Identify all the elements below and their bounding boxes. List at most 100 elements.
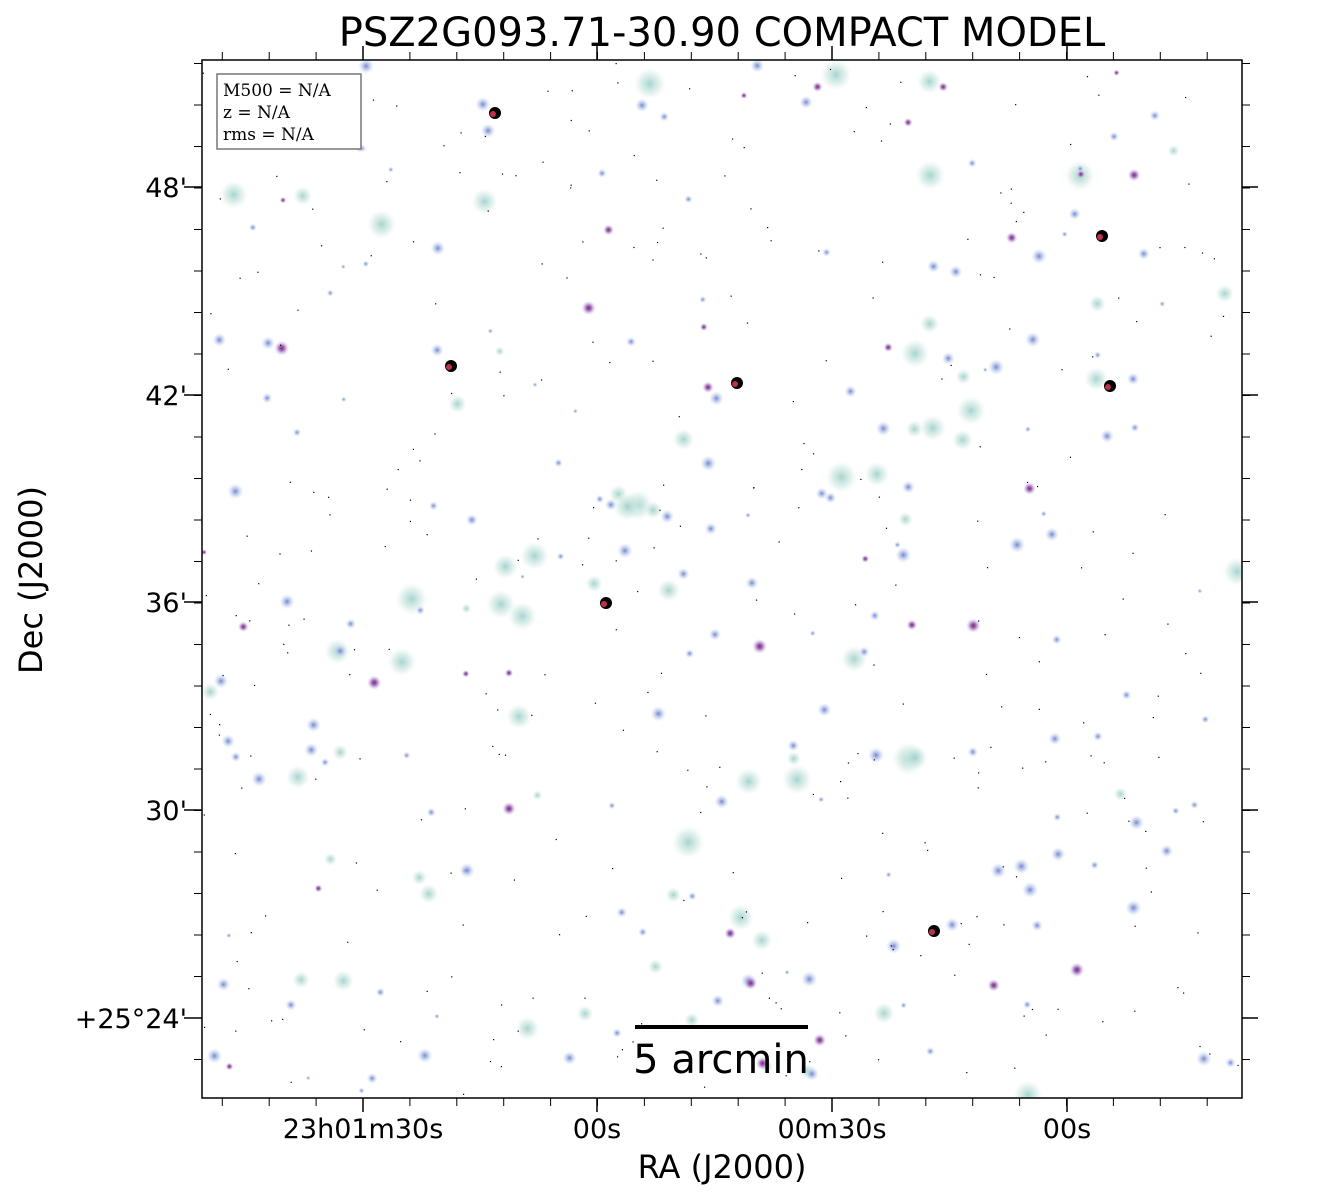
compact-source (869, 610, 881, 622)
x-tick-label: 00m30s (777, 1114, 886, 1145)
source-halo (656, 578, 681, 602)
noise-pixel (487, 210, 489, 212)
bright-core-source (279, 196, 287, 204)
noise-pixel (1102, 1021, 1104, 1023)
noise-pixel (924, 842, 926, 844)
noise-pixel (384, 545, 386, 548)
noise-pixel (719, 766, 721, 768)
noise-pixel (1145, 867, 1147, 869)
bright-core-source (461, 669, 470, 678)
noise-pixel (239, 277, 241, 279)
noise-pixel (877, 1059, 880, 1061)
noise-pixel (202, 72, 204, 74)
compact-source (480, 123, 496, 139)
noise-pixel (1201, 252, 1204, 254)
source-halo (900, 338, 930, 369)
noise-pixel (761, 972, 763, 974)
noise-pixel (1183, 992, 1185, 994)
noise-pixel (1128, 820, 1130, 822)
saturated-source-core (446, 364, 452, 370)
source-halo (332, 970, 355, 992)
noise-pixel (1122, 598, 1124, 600)
noise-pixel (370, 255, 372, 257)
noise-pixel (753, 487, 755, 489)
noise-pixel (882, 910, 884, 913)
noise-pixel (353, 649, 356, 651)
compact-source (1051, 634, 1062, 645)
bright-core-source (581, 300, 597, 316)
noise-pixel (866, 935, 868, 937)
compact-source (1130, 423, 1140, 433)
noise-pixel (889, 123, 891, 125)
noise-pixel (966, 1071, 968, 1074)
noise-pixel (1200, 672, 1202, 674)
noise-pixel (1213, 258, 1216, 260)
compact-source (1068, 207, 1081, 221)
source-halo (332, 744, 349, 761)
noise-pixel (1001, 706, 1003, 708)
compact-source (714, 794, 730, 810)
noise-pixel (544, 674, 546, 676)
bright-core-source (1022, 481, 1037, 496)
source-halo (387, 647, 417, 677)
noise-pixel (1104, 634, 1106, 636)
noise-pixel (349, 674, 351, 676)
noise-pixel (1132, 552, 1134, 554)
noise-pixel (689, 88, 691, 90)
noise-pixel (1003, 924, 1005, 926)
noise-pixel (950, 364, 952, 366)
noise-pixel (566, 277, 568, 279)
source-halo (820, 60, 852, 91)
compact-source (944, 917, 960, 933)
source-halo (202, 682, 220, 701)
noise-pixel (780, 1008, 782, 1010)
bright-core-source (744, 976, 758, 990)
compact-source (597, 168, 607, 179)
noise-pixel (426, 990, 428, 992)
bright-core-source (314, 884, 323, 893)
noise-pixel (979, 446, 981, 448)
source-halo (411, 869, 428, 886)
noise-pixel (303, 618, 305, 620)
noise-pixel (794, 75, 796, 77)
noise-pixel (386, 181, 388, 183)
saturated-source-core (929, 929, 935, 935)
noise-pixel (219, 198, 221, 200)
noise-pixel (241, 787, 243, 789)
compact-source (465, 513, 478, 526)
compact-source (1061, 230, 1068, 238)
noise-pixel (647, 691, 649, 694)
noise-pixel (609, 361, 611, 364)
compact-source (608, 801, 616, 810)
noise-pixel (633, 154, 635, 157)
compact-source (303, 742, 319, 758)
noise-pixel (537, 538, 539, 540)
noise-pixel (1118, 297, 1120, 299)
noise-pixel (1202, 821, 1205, 823)
compact-source (595, 494, 605, 504)
compact-source (612, 1028, 622, 1038)
noise-pixel (1010, 202, 1012, 204)
compact-source (1030, 248, 1048, 265)
noise-pixel (700, 253, 702, 255)
bright-core-source (813, 1033, 827, 1047)
compact-source (817, 702, 832, 717)
noise-pixel (503, 395, 505, 397)
noise-pixel (1061, 369, 1063, 371)
noise-pixel (873, 759, 875, 761)
noise-pixel (248, 988, 250, 990)
noise-pixel (1237, 1064, 1239, 1067)
noise-pixel (209, 713, 211, 716)
compact-source (519, 574, 526, 580)
compact-source (213, 673, 229, 689)
noise-pixel (809, 1061, 811, 1063)
compact-source (800, 970, 818, 988)
noise-pixel (1210, 335, 1212, 337)
noise-pixel (807, 922, 809, 924)
bright-core-source (987, 978, 1001, 992)
compact-source (699, 455, 717, 472)
compact-source (844, 385, 857, 398)
noise-pixel (778, 541, 780, 543)
noise-pixel (276, 175, 278, 178)
compact-source (616, 906, 628, 918)
